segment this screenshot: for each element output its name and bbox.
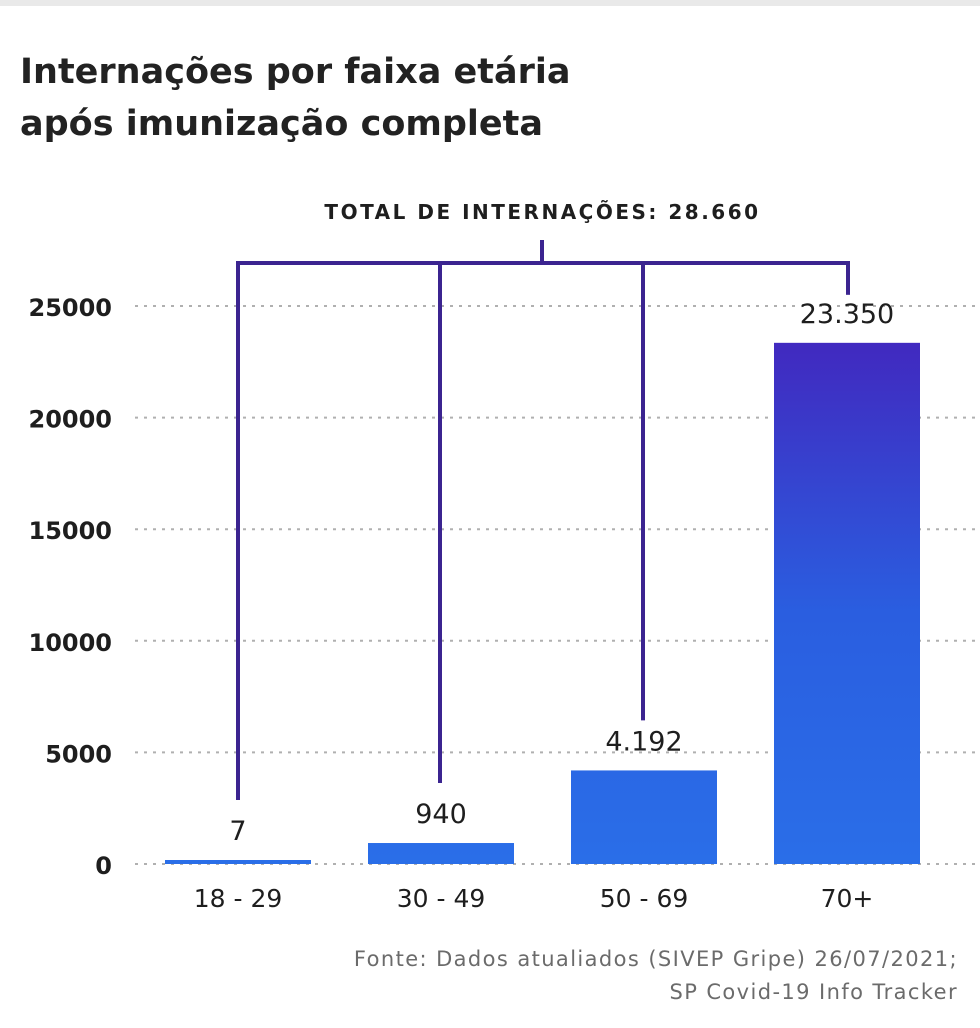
y-tick-label: 25000 [29,294,113,322]
chart-title: Internações por faixa etária após imuniz… [20,46,570,150]
top-band [0,0,980,6]
value-label: 7 [229,816,246,847]
x-tick-label: 70+ [821,884,874,913]
source-line-1: Fonte: Dados atualiados (SIVEP Gripe) 26… [353,947,958,971]
source-line-2: SP Covid-19 Info Tracker [669,980,958,1004]
value-label: 940 [415,799,467,830]
value-label: 4.192 [605,726,682,757]
value-label: 23.350 [800,299,894,330]
chart-title-line-1: Internações por faixa etária [20,52,571,92]
bar [165,860,311,864]
y-tick-label: 10000 [29,629,113,657]
x-tick-label: 18 - 29 [194,884,283,913]
bar [571,770,717,864]
bars [165,342,920,864]
chart-title-line-2: após imunização completa [20,104,544,144]
x-axis-ticks: 18 - 29 30 - 49 50 - 69 70+ [194,884,874,913]
y-tick-label: 20000 [29,406,113,434]
x-tick-label: 50 - 69 [600,884,689,913]
total-admissions-label: TOTAL DE INTERNAÇÕES: 28.660 [324,200,761,224]
y-tick-label: 15000 [29,517,113,545]
bar [368,843,514,864]
source-note: Fonte: Dados atualiados (SIVEP Gripe) 26… [354,943,958,1009]
total-bracket [236,240,850,800]
bar [774,342,920,864]
value-labels: 7 940 4.192 23.350 [229,299,894,847]
y-axis-ticks: 0 5000 10000 15000 20000 25000 [29,294,113,880]
y-tick-label: 5000 [45,740,112,768]
x-tick-label: 30 - 49 [397,884,486,913]
y-tick-label: 0 [95,852,112,880]
